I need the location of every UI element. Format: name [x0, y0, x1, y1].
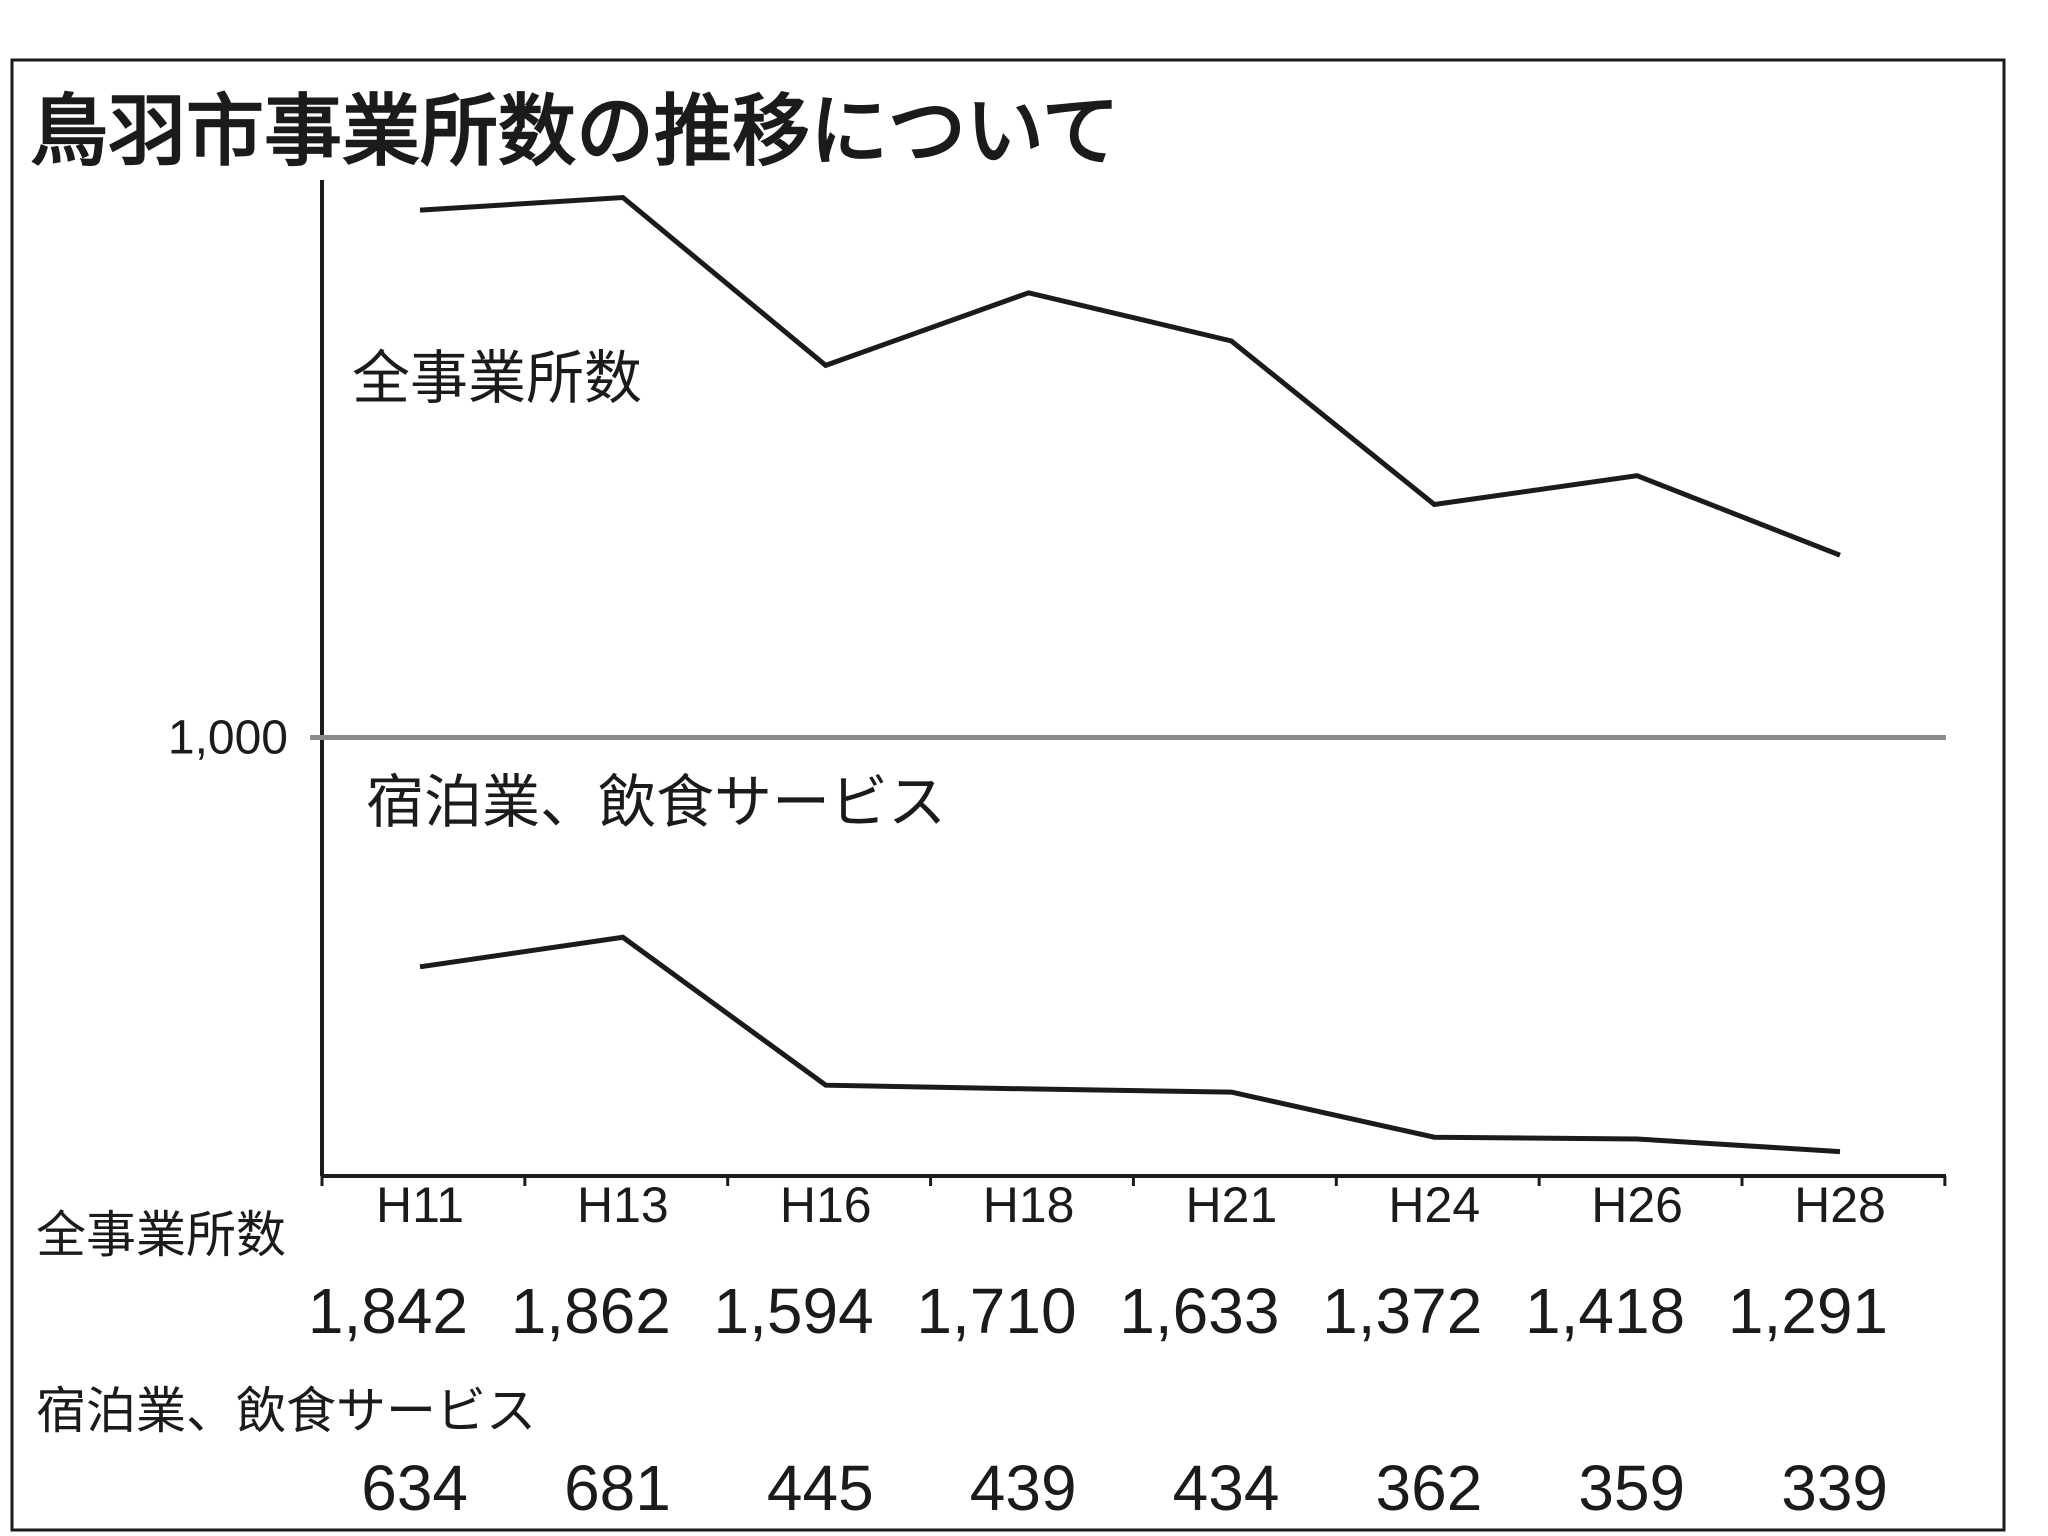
table-row-label-accommodation-food: 宿泊業、飲食サービス [36, 1382, 536, 1440]
value-label-s2: 434 [1173, 1452, 1280, 1524]
axes [310, 180, 1947, 1186]
value-table: 1,842 1,862 1,594 1,710 1,633 1,372 1,418 1,291… [308, 1275, 1888, 1524]
x-tick-label: H18 [983, 1177, 1075, 1233]
value-label-s1: 1,418 [1525, 1275, 1685, 1347]
value-label-s2: 681 [564, 1452, 671, 1524]
value-label-s2: 359 [1578, 1452, 1685, 1524]
value-label-s2: 339 [1781, 1452, 1888, 1524]
x-tick-labels: H11 H13 H16 H18 H21 H24 H26 H28 [376, 1177, 1886, 1233]
x-tick-label: H24 [1388, 1177, 1480, 1233]
x-tick-label: H13 [577, 1177, 669, 1233]
value-label-s2: 634 [361, 1452, 468, 1524]
value-label-s1: 1,710 [916, 1275, 1076, 1347]
chart-title: 鳥羽市事業所数の推移について [30, 87, 1120, 177]
series-label-accommodation-food: 宿泊業、飲食サービス [366, 768, 946, 836]
series-label-all-establishments: 全事業所数 [352, 344, 642, 412]
series-lines [419, 194, 1841, 1155]
table-row-label-all-establishments: 全事業所数 [36, 1206, 286, 1264]
reference-line-label: 1,000 [168, 712, 288, 765]
value-label-s2: 445 [767, 1452, 874, 1524]
value-label-s1: 1,633 [1119, 1275, 1279, 1347]
value-label-s1: 1,372 [1322, 1275, 1482, 1347]
value-label-s1: 1,291 [1728, 1275, 1888, 1347]
x-tick-label: H11 [376, 1177, 464, 1233]
chart-frame [10, 58, 2006, 1532]
series-line-2 [419, 934, 1841, 1155]
value-label-s1: 1,862 [511, 1275, 671, 1347]
x-tick-label: H26 [1591, 1177, 1683, 1233]
value-label-s2: 362 [1376, 1452, 1483, 1524]
x-tick-label: H28 [1794, 1177, 1886, 1233]
value-label-s1: 1,594 [714, 1275, 874, 1347]
x-tick-label: H16 [780, 1177, 872, 1233]
value-label-s1: 1,842 [308, 1275, 468, 1347]
series-line-1 [419, 194, 1841, 558]
x-tick-label: H21 [1186, 1177, 1278, 1233]
value-label-s2: 439 [970, 1452, 1077, 1524]
